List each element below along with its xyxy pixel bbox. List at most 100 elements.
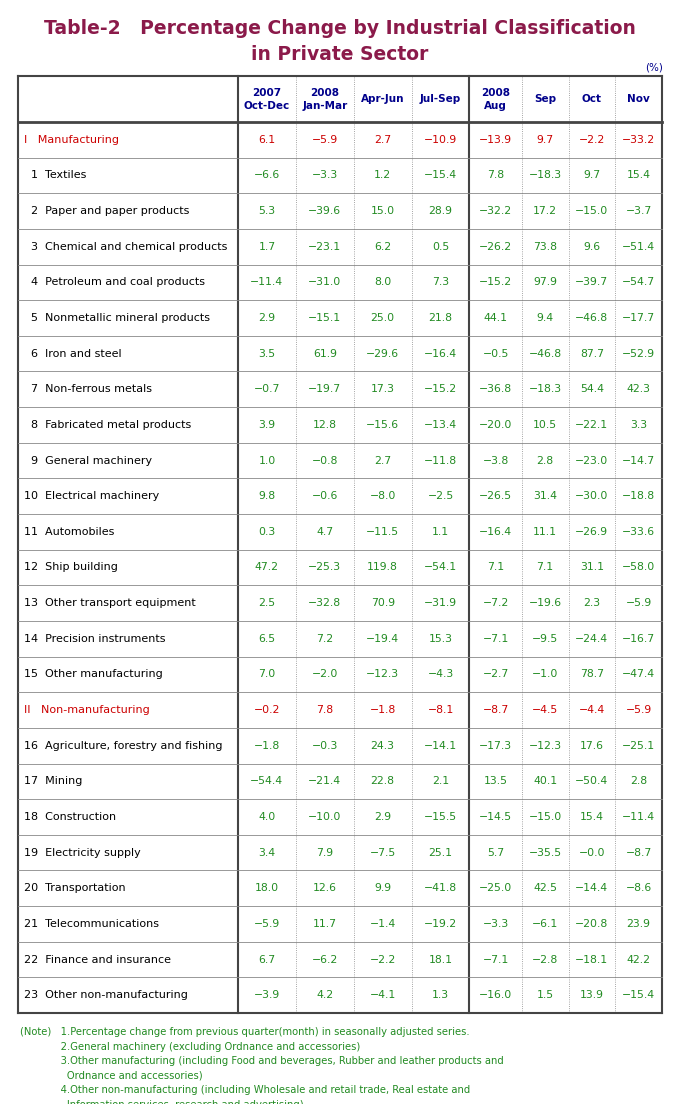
Text: −11.4: −11.4 bbox=[250, 277, 284, 287]
Text: 7.1: 7.1 bbox=[487, 563, 504, 573]
Text: 25.1: 25.1 bbox=[428, 848, 453, 858]
Text: −19.6: −19.6 bbox=[528, 598, 562, 608]
Text: 42.5: 42.5 bbox=[533, 883, 557, 893]
Text: 5.7: 5.7 bbox=[487, 848, 504, 858]
Text: −15.1: −15.1 bbox=[308, 314, 341, 323]
Text: 3.9: 3.9 bbox=[258, 420, 275, 429]
Text: 16  Agriculture, forestry and fishing: 16 Agriculture, forestry and fishing bbox=[24, 741, 222, 751]
Text: Jul-Sep: Jul-Sep bbox=[420, 94, 461, 104]
Text: −8.1: −8.1 bbox=[428, 705, 454, 715]
Text: 6  Iron and steel: 6 Iron and steel bbox=[24, 349, 122, 359]
Text: −12.3: −12.3 bbox=[528, 741, 562, 751]
Text: −41.8: −41.8 bbox=[424, 883, 457, 893]
Text: −16.4: −16.4 bbox=[424, 349, 457, 359]
Text: −15.0: −15.0 bbox=[575, 206, 609, 216]
Text: 31.1: 31.1 bbox=[580, 563, 604, 573]
Text: 70.9: 70.9 bbox=[371, 598, 394, 608]
Text: −23.0: −23.0 bbox=[575, 456, 609, 466]
Text: −14.7: −14.7 bbox=[622, 456, 656, 466]
Text: 0.3: 0.3 bbox=[258, 527, 275, 537]
Text: 22  Finance and insurance: 22 Finance and insurance bbox=[24, 955, 171, 965]
Text: −10.0: −10.0 bbox=[308, 811, 341, 822]
Text: 44.1: 44.1 bbox=[483, 314, 508, 323]
Text: 18.0: 18.0 bbox=[255, 883, 279, 893]
Text: −22.1: −22.1 bbox=[575, 420, 609, 429]
Text: −39.6: −39.6 bbox=[308, 206, 341, 216]
Text: −0.7: −0.7 bbox=[254, 384, 280, 394]
Text: 2.9: 2.9 bbox=[258, 314, 275, 323]
Text: −15.5: −15.5 bbox=[424, 811, 457, 822]
Text: 11  Automobiles: 11 Automobiles bbox=[24, 527, 114, 537]
Text: II   Non-manufacturing: II Non-manufacturing bbox=[24, 705, 150, 715]
Text: 7.8: 7.8 bbox=[487, 170, 504, 180]
Text: 3  Chemical and chemical products: 3 Chemical and chemical products bbox=[24, 242, 227, 252]
Text: −6.6: −6.6 bbox=[254, 170, 280, 180]
Text: 2008: 2008 bbox=[310, 88, 339, 98]
Text: −0.8: −0.8 bbox=[311, 456, 338, 466]
Text: −10.9: −10.9 bbox=[424, 135, 457, 145]
Text: 119.8: 119.8 bbox=[367, 563, 398, 573]
Text: 73.8: 73.8 bbox=[533, 242, 557, 252]
Text: 10  Electrical machinery: 10 Electrical machinery bbox=[24, 491, 159, 501]
Text: 24.3: 24.3 bbox=[371, 741, 394, 751]
Text: −2.2: −2.2 bbox=[579, 135, 605, 145]
Text: −3.8: −3.8 bbox=[483, 456, 509, 466]
Text: −26.5: −26.5 bbox=[479, 491, 512, 501]
Text: −0.2: −0.2 bbox=[254, 705, 280, 715]
Text: 4.2: 4.2 bbox=[316, 990, 333, 1000]
Text: −14.5: −14.5 bbox=[479, 811, 512, 822]
Text: 13  Other transport equipment: 13 Other transport equipment bbox=[24, 598, 196, 608]
Text: −1.8: −1.8 bbox=[369, 705, 396, 715]
Text: −2.2: −2.2 bbox=[369, 955, 396, 965]
Text: 21.8: 21.8 bbox=[428, 314, 453, 323]
Text: −2.8: −2.8 bbox=[532, 955, 558, 965]
Text: −7.1: −7.1 bbox=[483, 634, 509, 644]
Text: 1.2: 1.2 bbox=[374, 170, 391, 180]
Text: 9.7: 9.7 bbox=[537, 135, 554, 145]
Text: −9.5: −9.5 bbox=[532, 634, 558, 644]
Text: 2007: 2007 bbox=[252, 88, 282, 98]
Text: −50.4: −50.4 bbox=[575, 776, 609, 786]
Text: −3.3: −3.3 bbox=[311, 170, 338, 180]
Text: −15.6: −15.6 bbox=[366, 420, 399, 429]
Text: −18.1: −18.1 bbox=[575, 955, 609, 965]
Text: 23.9: 23.9 bbox=[627, 919, 651, 928]
Text: 1.5: 1.5 bbox=[537, 990, 554, 1000]
Text: 14  Precision instruments: 14 Precision instruments bbox=[24, 634, 165, 644]
Text: 2.1: 2.1 bbox=[432, 776, 449, 786]
Text: 3.Other manufacturing (including Food and beverages, Rubber and leather products: 3.Other manufacturing (including Food an… bbox=[20, 1057, 504, 1066]
Text: −21.4: −21.4 bbox=[308, 776, 341, 786]
Text: 9.6: 9.6 bbox=[583, 242, 600, 252]
Text: −14.4: −14.4 bbox=[575, 883, 609, 893]
Text: 7.2: 7.2 bbox=[316, 634, 333, 644]
Text: −26.9: −26.9 bbox=[575, 527, 609, 537]
Text: −15.2: −15.2 bbox=[424, 384, 457, 394]
Text: 19  Electricity supply: 19 Electricity supply bbox=[24, 848, 141, 858]
Text: −3.7: −3.7 bbox=[626, 206, 651, 216]
Text: 2008: 2008 bbox=[481, 88, 510, 98]
Text: −11.5: −11.5 bbox=[366, 527, 399, 537]
Text: −7.1: −7.1 bbox=[483, 955, 509, 965]
Text: −18.8: −18.8 bbox=[622, 491, 656, 501]
Text: 5  Nonmetallic mineral products: 5 Nonmetallic mineral products bbox=[24, 314, 210, 323]
Text: 13.9: 13.9 bbox=[580, 990, 604, 1000]
Text: −51.4: −51.4 bbox=[622, 242, 656, 252]
Text: −11.4: −11.4 bbox=[622, 811, 656, 822]
Text: −4.4: −4.4 bbox=[579, 705, 605, 715]
Text: 17.3: 17.3 bbox=[371, 384, 394, 394]
Text: −36.8: −36.8 bbox=[479, 384, 512, 394]
Text: −2.7: −2.7 bbox=[483, 669, 509, 679]
Text: 2  Paper and paper products: 2 Paper and paper products bbox=[24, 206, 189, 216]
Text: −8.7: −8.7 bbox=[483, 705, 509, 715]
Text: 2.7: 2.7 bbox=[374, 456, 391, 466]
Text: 7.1: 7.1 bbox=[537, 563, 554, 573]
Text: 8  Fabricated metal products: 8 Fabricated metal products bbox=[24, 420, 191, 429]
Text: 31.4: 31.4 bbox=[533, 491, 557, 501]
Text: 1.1: 1.1 bbox=[432, 527, 449, 537]
Text: 1  Textiles: 1 Textiles bbox=[24, 170, 86, 180]
Text: −18.3: −18.3 bbox=[528, 384, 562, 394]
Text: −3.9: −3.9 bbox=[254, 990, 280, 1000]
Text: −16.0: −16.0 bbox=[479, 990, 512, 1000]
Text: −16.7: −16.7 bbox=[622, 634, 656, 644]
Text: 3.4: 3.4 bbox=[258, 848, 275, 858]
